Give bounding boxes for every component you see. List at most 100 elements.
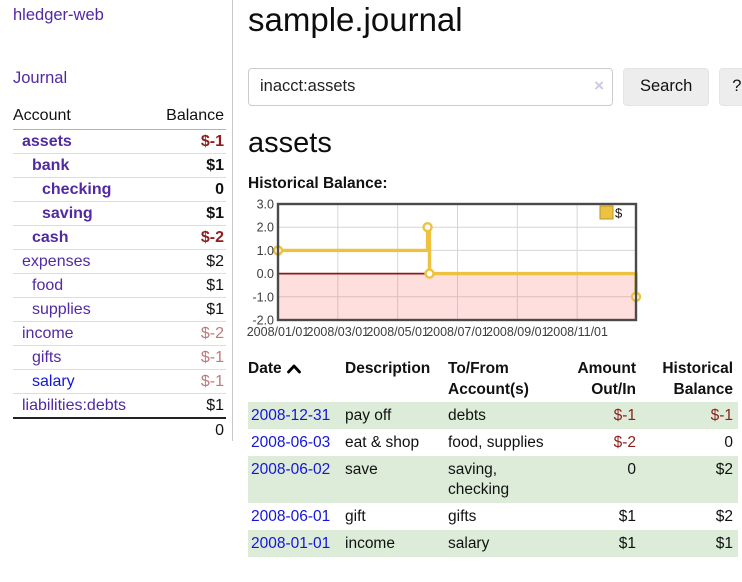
account-row: cash $-2 [13,225,226,250]
register-date-cell: 2008-06-02 [248,456,345,503]
account-row: liabilities:debts $1 [13,393,226,418]
register-header-amount: Amount Out/In [577,360,636,399]
account-balance: $1 [151,273,226,298]
account-row: income $-2 [13,321,226,346]
search-box: × [248,67,613,106]
clear-search-icon[interactable]: × [594,75,604,95]
transaction-date-link[interactable]: 2008-01-01 [251,535,331,553]
accounts-total-row: 0 [13,417,226,442]
register-header-row: Date Description To/From Account(s) Amou… [248,356,738,402]
account-balance: $-1 [151,369,226,394]
account-row: salary $-1 [13,369,226,394]
account-link-checking[interactable]: checking [42,181,112,198]
account-link-food[interactable]: food [32,277,64,294]
account-row: assets $-1 [13,130,226,154]
register-amount-cell: 0 [627,461,636,479]
chart-title: Historical Balance: [248,175,388,193]
register-balance-cell: $2 [715,461,733,479]
account-row: bank $1 [13,153,226,178]
register-header-balance: Historical Balance [662,360,733,399]
account-link-salary[interactable]: salary [32,373,75,390]
account-link-assets[interactable]: assets [22,133,72,150]
svg-text:2008/07/01: 2008/07/01 [426,325,489,339]
app-brand-link[interactable]: hledger-web [13,6,104,24]
account-balance: $1 [151,393,226,418]
legend-swatch [599,205,614,220]
account-link-cash[interactable]: cash [32,229,69,246]
account-balance: $1 [151,297,226,322]
search-input[interactable] [248,67,613,106]
account-row: saving $1 [13,201,226,226]
page-title: sample.journal [248,1,463,38]
register-accounts-cell: food, supplies [448,434,544,452]
account-balance: $1 [151,153,226,178]
account-row: food $1 [13,273,226,298]
register-amount-cell: $-1 [613,407,636,425]
account-link-expenses[interactable]: expenses [22,253,91,270]
legend-label: $ [615,206,623,221]
register-row: 2008-12-31 pay off debts $-1 $-1 [248,402,738,430]
svg-text:2008/03/01: 2008/03/01 [307,325,370,339]
register-accounts-cell: salary [448,535,490,553]
register-amount-cell: $-2 [613,434,636,452]
account-balance: $-2 [151,225,226,250]
account-link-supplies[interactable]: supplies [32,301,91,318]
svg-text:-1.0: -1.0 [252,291,274,305]
register-balance-cell: $-1 [710,407,733,425]
register-date-cell: 2008-01-01 [248,530,345,557]
register-description-cell: income [345,535,395,553]
svg-text:1.0: 1.0 [257,244,274,258]
register-description-cell: eat & shop [345,434,420,452]
account-link-liabilities-debts[interactable]: liabilities:debts [22,397,127,414]
transaction-date-link[interactable]: 2008-06-02 [251,461,331,479]
accounts-header-account: Account [13,104,151,130]
register-date-cell: 2008-06-03 [248,429,345,456]
register-header-date: Date [248,356,345,402]
register-row: 2008-06-03 eat & shop food, supplies $-2 0 [248,429,738,456]
register-header-date-label: Date [248,360,282,378]
account-row: checking 0 [13,177,226,202]
account-row: supplies $1 [13,297,226,322]
accounts-body: assets $-1 bank $1 checking 0 saving $1 cash $-2 e… [13,130,226,418]
historical-balance-chart: $3.0 2.0 1.0 0.0 -1.0 -2.02008/01/012008/03/0… [247,198,642,339]
register-date-cell: 2008-06-01 [248,503,345,530]
svg-text:2008/09/01: 2008/09/01 [486,325,549,339]
account-balance: $1 [151,201,226,226]
register-header-description: Description [345,360,431,378]
account-balance: $-1 [200,133,224,150]
svg-text:2008/05/01: 2008/05/01 [366,325,429,339]
search-button[interactable]: Search [623,67,710,106]
help-button[interactable]: ? [719,67,742,106]
transaction-date-link[interactable]: 2008-06-01 [251,508,331,526]
accounts-header-row: Account Balance [13,104,226,130]
register-amount-cell: $1 [618,508,636,526]
sidebar-item-journal[interactable]: Journal [13,69,68,87]
account-balance: $-2 [151,321,226,346]
register-description-cell: save [345,461,378,479]
account-link-gifts[interactable]: gifts [32,349,62,366]
svg-text:2008/11/01: 2008/11/01 [546,325,608,339]
sort-ascending-icon [286,364,301,374]
svg-text:2008/01/01: 2008/01/01 [247,325,310,339]
account-balance: $-1 [151,345,226,370]
register-accounts-cell: gifts [448,508,477,526]
register-balance-cell: $2 [715,508,733,526]
register-description-cell: gift [345,508,366,526]
account-link-saving[interactable]: saving [42,205,93,222]
register-description-cell: pay off [345,407,392,425]
transaction-date-link[interactable]: 2008-06-03 [251,434,331,452]
register-accounts-cell: saving, checking [448,461,510,499]
accounts-table: Account Balance assets $-1 bank $1 checking 0… [13,104,226,442]
transaction-date-link[interactable]: 2008-12-31 [251,407,331,425]
account-balance: 0 [151,177,226,202]
account-row: gifts $-1 [13,345,226,370]
register-balance-cell: 0 [724,434,733,452]
register-accounts-cell: debts [448,407,486,425]
register-row: 2008-06-02 save saving, checking 0 $2 [248,456,738,504]
account-link-income[interactable]: income [22,325,74,342]
sidebar: hledger-web Journal Account Balance asse… [0,0,233,442]
main-content: sample.journal × Search ? assets Histori… [247,0,742,558]
svg-text:3.0: 3.0 [257,198,274,212]
account-link-bank[interactable]: bank [32,157,70,174]
register-body: 2008-12-31 pay off debts $-1 $-1 2008-06-03 ea… [248,402,738,558]
